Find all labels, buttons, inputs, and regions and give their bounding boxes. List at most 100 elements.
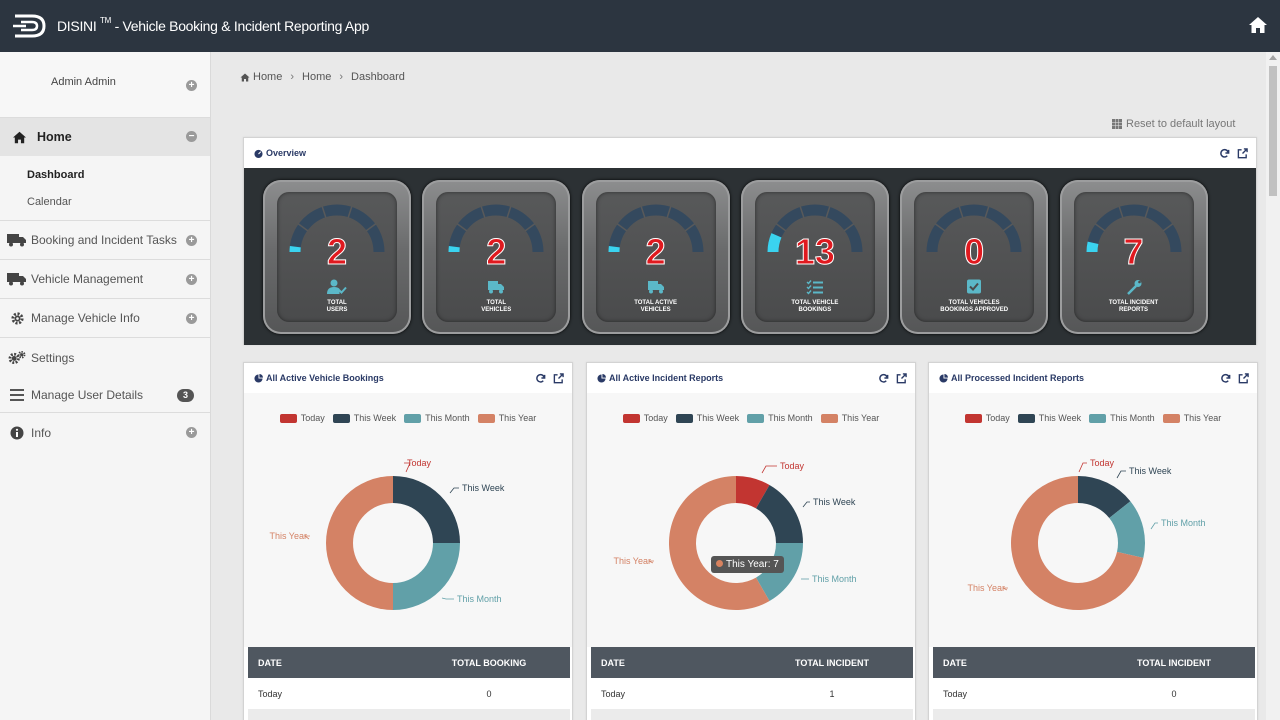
legend-swatch — [820, 413, 838, 423]
sidebar-item-manage-vehicle-info[interactable]: Manage Vehicle Info + — [0, 299, 210, 338]
legend-label: Today — [300, 413, 325, 423]
legend-label: This Month — [425, 413, 470, 423]
donut-slice[interactable] — [1078, 476, 1131, 519]
legend-item[interactable]: Today — [622, 413, 668, 423]
gauge-tick — [843, 223, 855, 232]
legend-swatch — [675, 413, 693, 423]
breadcrumb-home-2[interactable]: Home — [302, 71, 332, 83]
sidebar-item-booking-tasks[interactable]: Booking and Incident Tasks + — [0, 221, 210, 260]
gauge-label-line: TOTAL — [327, 300, 347, 306]
legend-item[interactable]: This Year — [1162, 413, 1221, 423]
legend-item[interactable]: Today — [279, 413, 325, 423]
gauge-tick — [799, 206, 805, 218]
expand-plus-icon[interactable]: + — [186, 235, 197, 246]
donut-slice[interactable] — [1011, 476, 1144, 610]
legend-item[interactable]: This Week — [332, 413, 396, 423]
sidebar-item-home[interactable]: Home − — [0, 118, 210, 156]
donut-svg: Today This Week This Month This Year — [967, 458, 1206, 610]
gauge-card[interactable]: 2 TOTAL USERS — [263, 180, 411, 334]
expand-plus-icon[interactable]: + — [186, 274, 197, 285]
refresh-icon[interactable] — [535, 373, 546, 384]
app-logo-icon[interactable] — [12, 11, 48, 41]
gauge-label-line: BOOKINGS APPROVED — [940, 307, 1009, 313]
gauge-level — [767, 233, 782, 253]
donut-slice[interactable] — [393, 476, 460, 543]
gauge-tick — [684, 223, 695, 232]
grid-icon — [1112, 119, 1122, 129]
sidebar-subitem-dashboard[interactable]: Dashboard — [27, 169, 85, 181]
cell-total: 1 — [829, 688, 835, 699]
expand-plus-icon[interactable]: + — [186, 313, 197, 324]
panel-tools — [1220, 373, 1249, 384]
donut-slice[interactable] — [326, 476, 393, 610]
col-total-header: TOTAL INCIDENT — [795, 657, 869, 668]
table-row: Today 0 — [248, 678, 570, 709]
reset-layout-link[interactable]: Reset to default layout — [1112, 118, 1235, 130]
chart-legend: Today This Week This Month This Year — [244, 413, 572, 423]
breadcrumb-home[interactable]: Home — [253, 71, 283, 83]
sidebar-subitem-calendar[interactable]: Calendar — [27, 196, 72, 208]
expand-plus-icon[interactable]: + — [186, 80, 197, 91]
legend-item[interactable]: This Year — [820, 413, 880, 423]
legend-label: This Month — [768, 413, 813, 423]
sidebar-item-manage-user-details[interactable]: Manage User Details 3 — [0, 377, 210, 413]
col-date-header: DATE — [258, 657, 282, 668]
gauge-label-line: VEHICLES — [640, 307, 671, 313]
home-icon[interactable] — [1248, 16, 1268, 34]
tooltip-dot — [716, 560, 723, 567]
legend-label: This Year — [841, 413, 880, 423]
gauge-card[interactable]: 0 TOTAL VEHICLES BOOKINGS APPROVED — [900, 180, 1049, 334]
gear-icon — [7, 310, 27, 326]
donut-slice[interactable] — [736, 476, 770, 509]
collapse-minus-icon[interactable]: − — [186, 131, 197, 142]
gauge-label-line: VEHICLES — [481, 307, 512, 313]
sidebar-item-settings[interactable]: Settings — [0, 338, 210, 377]
donut-slice[interactable] — [756, 484, 803, 543]
gauge-value: 7 — [1123, 231, 1144, 272]
col-date-header: DATE — [601, 657, 625, 668]
legend-item[interactable]: This Month — [1089, 413, 1155, 423]
sidebar-item-info[interactable]: Info + — [0, 413, 210, 452]
legend-swatch — [964, 413, 982, 423]
donut-slice[interactable] — [1109, 501, 1145, 558]
donut-slice[interactable] — [393, 543, 460, 610]
refresh-icon[interactable] — [1219, 148, 1230, 159]
refresh-icon[interactable] — [878, 373, 889, 384]
pie-chart-icon — [597, 373, 606, 383]
scrollbar-thumb[interactable] — [1269, 66, 1277, 196]
label-leader-line — [449, 487, 459, 494]
refresh-icon[interactable] — [1220, 373, 1231, 384]
gauge-tick — [321, 206, 327, 218]
legend-item[interactable]: This Week — [675, 413, 739, 423]
gauge-label-line: TOTAL — [486, 300, 507, 306]
pie-chart-icon — [939, 373, 948, 383]
gauge-tick — [1117, 206, 1124, 218]
legend-item[interactable]: Today — [964, 413, 1010, 423]
legend-item[interactable]: This Month — [747, 413, 813, 423]
gauge-card[interactable]: 13 TOTAL VEHICLE BOOKINGS — [740, 180, 889, 334]
legend-item[interactable]: This Month — [404, 413, 470, 423]
external-link-icon[interactable] — [553, 373, 564, 384]
external-link-icon[interactable] — [1238, 373, 1249, 384]
sidebar-item-label: Manage Vehicle Info — [31, 311, 140, 325]
gauge-card[interactable]: 7 TOTAL INCIDENT REPORTS — [1059, 180, 1208, 334]
cell-date: Today — [943, 688, 968, 699]
list-icon — [7, 387, 27, 403]
user-panel[interactable]: Admin Admin + — [0, 52, 210, 118]
gauge-card[interactable]: 2 TOTAL VEHICLES — [422, 180, 571, 334]
legend-item[interactable]: This Year — [477, 413, 536, 423]
donut-slice[interactable] — [669, 476, 770, 610]
donut-svg: Today This Week This Month This Year — [269, 458, 505, 610]
app-title: DISINI TM - Vehicle Booking & Incident R… — [57, 16, 369, 34]
external-link-icon[interactable] — [1237, 148, 1248, 159]
gauge-track — [289, 204, 385, 253]
gauge-card[interactable]: 2 TOTAL ACTIVE VEHICLES — [581, 180, 730, 334]
breadcrumb-dashboard: Dashboard — [351, 71, 405, 83]
page-scrollbar[interactable] — [1266, 52, 1280, 720]
sidebar-item-vehicle-management[interactable]: Vehicle Management + — [0, 260, 210, 299]
list-check-icon — [805, 279, 825, 295]
external-link-icon[interactable] — [896, 373, 907, 384]
expand-plus-icon[interactable]: + — [186, 427, 197, 438]
scroll-up-arrow-icon[interactable] — [1269, 55, 1277, 60]
legend-item[interactable]: This Week — [1017, 413, 1081, 423]
